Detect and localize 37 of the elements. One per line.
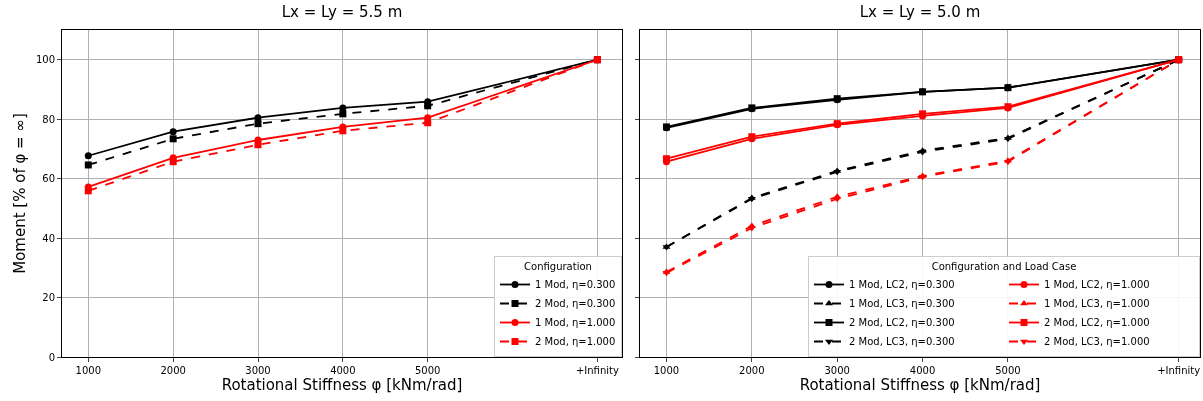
y-tick-label: 60 [42, 173, 55, 185]
y-tick-label: 0 [48, 351, 55, 363]
chart-title: Lx = Ly = 5.0 m [859, 2, 981, 21]
legend-label: 2 Mod, LC3, η=1.000 [1044, 336, 1150, 348]
legend-label: 1 Mod, LC2, η=1.000 [1044, 279, 1150, 291]
x-tick-label: 3000 [245, 365, 271, 376]
legend-label: 1 Mod, LC3, η=0.300 [849, 298, 955, 310]
x-tick-label: 4000 [909, 365, 936, 376]
x-tick-label: +Infinity [1157, 365, 1201, 376]
x-tick-label: 4000 [330, 365, 356, 376]
x-tick-label: +Infinity [575, 365, 619, 376]
x-tick-label: 2000 [739, 365, 765, 376]
legend-label: 2 Mod, η=0.300 [535, 298, 616, 310]
chart-title: Lx = Ly = 5.5 m [281, 2, 403, 21]
legend-label: 2 Mod, η=1.000 [535, 336, 616, 348]
y-tick-label: 80 [42, 113, 55, 125]
x-tick-label: 5000 [995, 365, 1021, 376]
y-tick-label: 20 [42, 292, 55, 304]
x-tick-label: 5000 [414, 365, 441, 376]
y-tick-label: 40 [42, 232, 55, 244]
x-tick-label: 1000 [75, 365, 102, 376]
x-tick-label: 1000 [653, 365, 680, 376]
legend-label: 1 Mod, LC2, η=0.300 [849, 279, 955, 291]
legend-title: Configuration [524, 261, 592, 272]
legend-label: 2 Mod, LC3, η=0.300 [849, 336, 955, 348]
legend-label: 2 Mod, LC2, η=0.300 [849, 317, 955, 329]
legend-label: 2 Mod, LC2, η=1.000 [1044, 317, 1150, 329]
x-axis-title: Rotational Stiffness φ [kNm/rad] [799, 376, 1041, 394]
x-tick-label: 2000 [160, 365, 186, 376]
y-axis-title: Moment [% of φ = ∞] [11, 113, 30, 274]
legend-label: 1 Mod, η=1.000 [535, 317, 616, 329]
legend-label: 1 Mod, LC3, η=1.000 [1044, 298, 1150, 310]
x-axis-title: Rotational Stiffness φ [kNm/rad] [221, 376, 463, 394]
legend-label: 1 Mod, η=0.300 [535, 279, 616, 291]
y-tick-label: 100 [35, 54, 55, 66]
legend-title: Configuration and Load Case [931, 261, 1077, 272]
x-tick-label: 3000 [824, 365, 850, 376]
